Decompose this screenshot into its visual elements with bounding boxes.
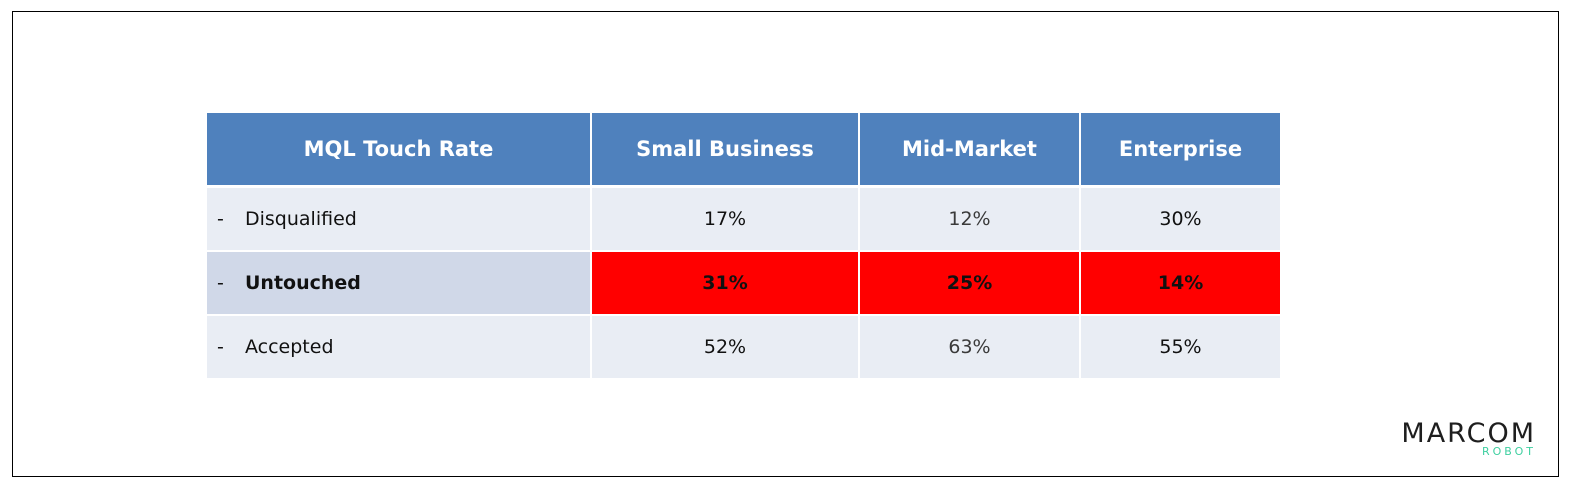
row-label-cell: - Untouched [207,251,592,316]
page-frame [12,11,1559,477]
row-label: Accepted [245,336,334,358]
value-mid-market: 12% [859,186,1081,252]
value-small-business: 17% [591,186,860,252]
bullet-dash: - [217,208,224,230]
value-enterprise: 55% [1080,315,1280,378]
bullet-dash: - [217,272,224,294]
header-enterprise: Enterprise [1080,113,1280,188]
value-enterprise: 30% [1080,186,1280,252]
value-mid-market: 63% [859,315,1081,378]
value-enterprise: 14% [1080,251,1280,316]
value-small-business: 52% [591,315,860,378]
value-small-business: 31% [591,251,860,316]
row-label: Disqualified [245,208,357,230]
table-row-accepted: - Accepted 52% 63% 55% [207,315,1280,378]
header-small-business: Small Business [591,113,860,188]
value-mid-market: 25% [859,251,1081,316]
row-label-cell: - Disqualified [207,186,592,252]
mql-touch-rate-table: MQL Touch Rate Small Business Mid-Market… [207,113,1280,378]
bullet-dash: - [217,336,224,358]
table-row-disqualified: - Disqualified 17% 12% 30% [207,186,1280,252]
logo-subtext: ROBOT [1481,445,1536,458]
logo-wordmark: MARCOM [1401,418,1536,449]
row-label-cell: - Accepted [207,315,592,378]
header-row: MQL Touch Rate Small Business Mid-Market… [207,113,1280,188]
header-mql-touch-rate: MQL Touch Rate [207,113,592,188]
marcom-robot-logo: MARCOM ROBOT [1392,420,1542,460]
header-mid-market: Mid-Market [859,113,1081,188]
table-row-untouched: - Untouched 31% 25% 14% [207,251,1280,316]
row-label: Untouched [245,272,361,294]
